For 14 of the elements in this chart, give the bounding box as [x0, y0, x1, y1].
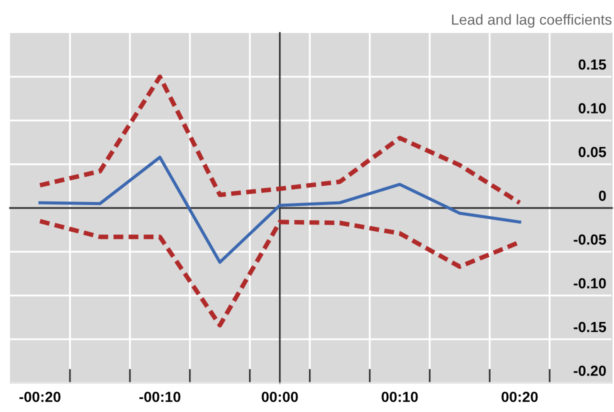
y-tick-label: 0.10	[578, 103, 606, 114]
y-tick-label: 0.05	[578, 146, 606, 158]
y-tick-label: -0.20	[574, 366, 606, 376]
y-tick-label: -0.05	[574, 234, 606, 245]
x-tick-label: 00:10	[382, 392, 418, 402]
chart-title: Lead and lag coefficients	[452, 14, 612, 28]
y-tick-label: 0.15	[578, 59, 606, 70]
y-tick-label: -0.15	[574, 322, 606, 332]
x-tick-label: -00:10	[139, 392, 180, 402]
y-tick-label: 0	[598, 190, 606, 201]
x-tick-label: 00:00	[262, 392, 298, 402]
y-tick-label: -0.10	[574, 278, 606, 288]
x-tick-label: -00:20	[19, 392, 60, 402]
x-tick-label: 00:20	[502, 392, 538, 402]
